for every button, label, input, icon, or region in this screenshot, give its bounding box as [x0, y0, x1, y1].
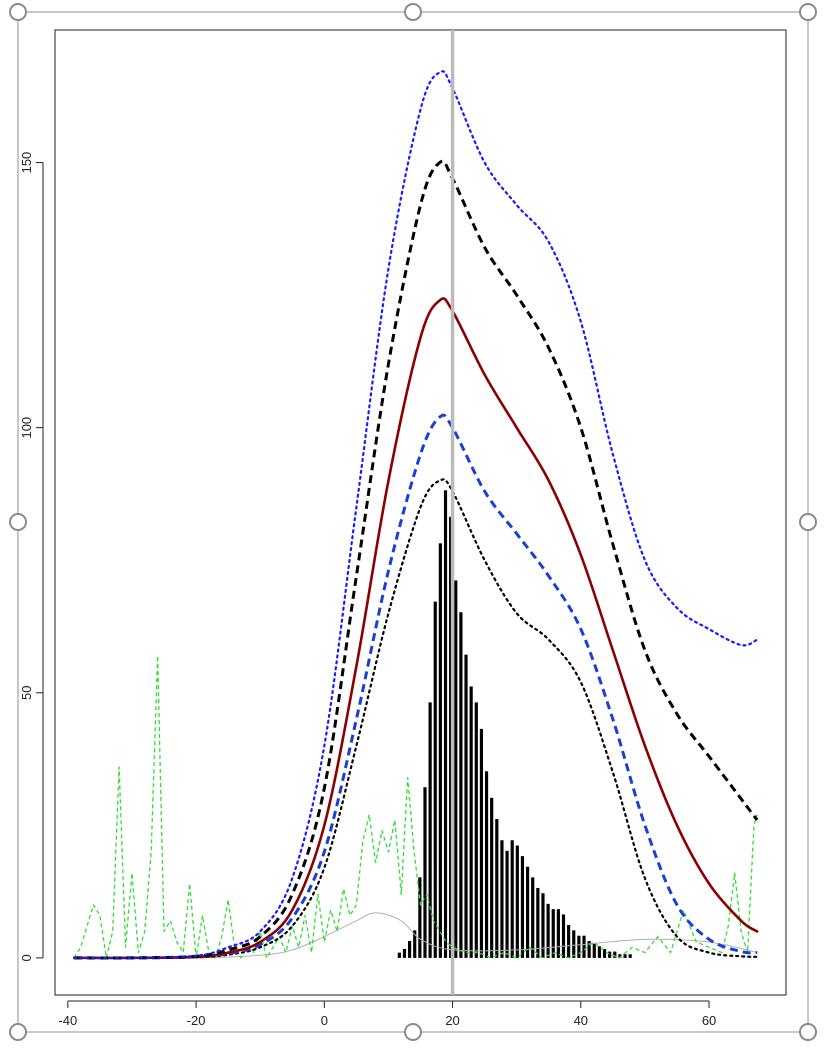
histogram-bar: [613, 951, 617, 958]
histogram-bar: [459, 612, 463, 958]
histogram-bar: [515, 845, 519, 958]
series-lines: [72, 70, 759, 960]
histogram-bar: [628, 954, 632, 958]
resize-handle-top-right[interactable]: [799, 3, 817, 21]
resize-handle-top-left[interactable]: [9, 3, 27, 21]
y-tick-label: 0: [19, 954, 34, 961]
histogram-bar: [469, 686, 473, 958]
x-tick-label: 60: [702, 1013, 716, 1028]
histogram-bar: [479, 728, 484, 958]
histogram-bar: [438, 543, 442, 958]
histogram-bar: [623, 954, 627, 958]
histogram-bar: [490, 797, 494, 958]
y-tick-label: 150: [19, 152, 34, 174]
histogram-bar: [520, 856, 525, 958]
histogram-bar: [556, 909, 560, 958]
histogram-bar: [531, 877, 535, 958]
histogram-bar: [464, 654, 468, 958]
histogram-bar: [423, 787, 427, 958]
selection-frame: [17, 11, 809, 1033]
selection-handles[interactable]: [9, 3, 817, 1041]
series-line-solid-solid: [72, 297, 759, 960]
histogram-bar: [408, 940, 412, 958]
series-line-dashed-black-dashed: [74, 159, 759, 960]
histogram-bar: [561, 914, 566, 958]
histogram-bar: [500, 840, 504, 958]
resize-handle-middle-left[interactable]: [9, 513, 27, 531]
histogram-bar: [397, 952, 401, 958]
plot-area-border: [54, 29, 787, 996]
y-tick-label: 100: [19, 417, 34, 439]
histogram-bar: [582, 935, 586, 958]
x-tick-label: -20: [187, 1013, 206, 1028]
histogram-bar: [433, 601, 437, 958]
histogram-bar: [484, 771, 489, 958]
series-line-dashed-blue-dashed: [74, 413, 758, 960]
histogram-bar: [602, 948, 607, 958]
x-tick-label: 40: [574, 1013, 588, 1028]
histogram-bar: [495, 819, 499, 958]
resize-handle-bottom-left[interactable]: [9, 1023, 27, 1041]
histogram-bar: [618, 954, 622, 958]
histogram-bar: [551, 909, 555, 958]
histogram-bar: [428, 702, 432, 958]
histogram-bar: [418, 877, 422, 958]
x-tick-label: 20: [445, 1013, 459, 1028]
histogram-bar: [413, 930, 417, 958]
histogram-bar: [525, 866, 530, 958]
axes: -40 -20 0 20 40 60 0 50 100 150: [19, 152, 716, 1028]
histogram-bar: [567, 925, 571, 958]
histogram-bar: [505, 850, 509, 958]
histogram-bar: [454, 580, 458, 958]
histogram-bar: [587, 940, 591, 958]
histogram-bar: [546, 903, 550, 958]
histogram-bar: [577, 935, 581, 958]
histogram-bar: [592, 943, 596, 958]
histogram-bar: [474, 702, 478, 958]
x-tick-label: 0: [321, 1013, 328, 1028]
resize-handle-bottom-right[interactable]: [799, 1023, 817, 1041]
resize-handle-top-center[interactable]: [404, 3, 422, 21]
histogram-bar: [572, 930, 576, 958]
series-line-thin-gray-thin: [73, 912, 758, 959]
histogram-bar: [510, 840, 514, 958]
histogram-bar: [541, 893, 545, 958]
resize-handle-middle-right[interactable]: [799, 513, 817, 531]
series-line-dashed-thin-green-dashed: [73, 655, 758, 959]
histogram-bar: [597, 946, 601, 958]
histogram-bar: [608, 951, 612, 958]
series-line-dotted-black-dotted: [73, 478, 759, 960]
histogram-bar: [402, 948, 407, 958]
histogram-bars: [397, 490, 632, 958]
x-tick-label: -40: [58, 1013, 77, 1028]
y-tick-label: 50: [19, 686, 34, 700]
histogram-bar: [449, 516, 453, 958]
histogram-bar: [536, 887, 540, 958]
resize-handle-bottom-center[interactable]: [404, 1023, 422, 1041]
series-line-dotted-blue-dotted: [73, 70, 759, 960]
histogram-bar: [443, 490, 448, 958]
